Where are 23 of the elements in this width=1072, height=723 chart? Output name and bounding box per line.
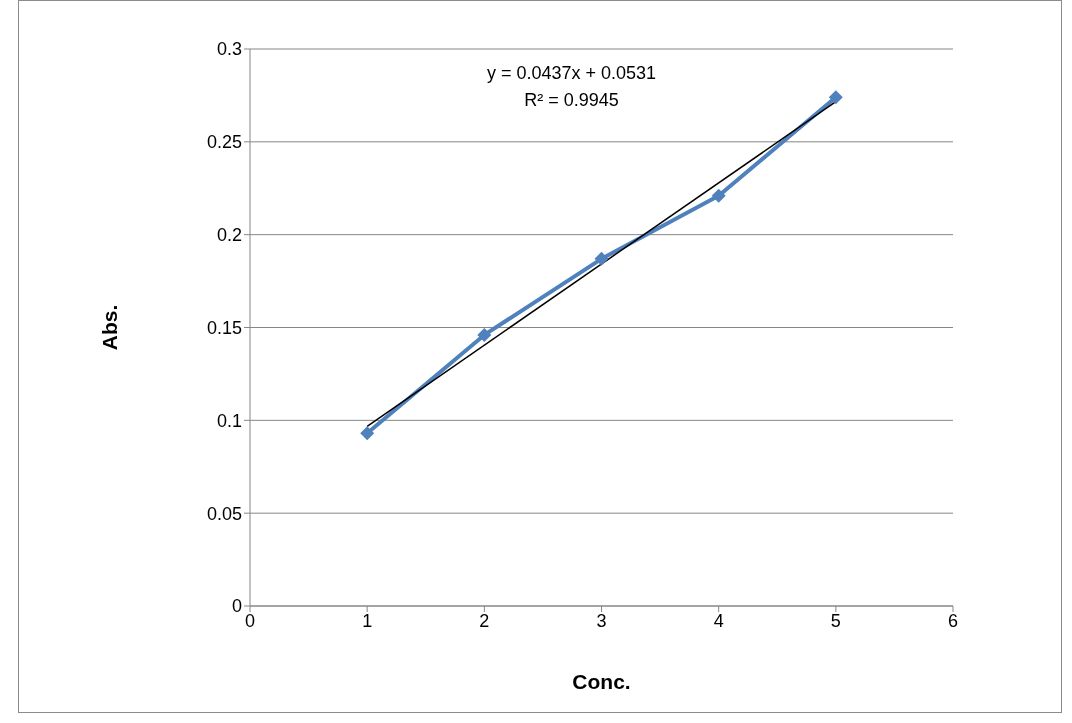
y-tick-label: 0.15: [206, 317, 242, 338]
x-tick-label: 4: [713, 610, 724, 631]
point: [477, 327, 492, 342]
point: [828, 90, 843, 105]
annotation: R² = 0.9945: [523, 89, 620, 112]
x-tick-label: 5: [830, 610, 841, 631]
x-tick-label: 3: [596, 610, 607, 631]
y-tick-label: 0.25: [206, 132, 242, 153]
point: [594, 251, 609, 266]
y-tick-label: 0.3: [216, 39, 242, 60]
x-tick-label: 0: [244, 610, 256, 631]
y-tick-label: 0.2: [216, 225, 242, 246]
y-tick-label: 0.05: [206, 503, 242, 524]
x-axis-title: Conc.: [572, 669, 631, 693]
y-tick-label: 0.1: [216, 410, 242, 431]
y-axis-title: Abs.: [98, 304, 122, 351]
point: [360, 426, 375, 441]
annotation: y = 0.0437x + 0.0531: [485, 62, 658, 85]
y-tick-label: 0: [231, 596, 242, 617]
point: [711, 188, 726, 203]
x-tick-label: 1: [362, 610, 373, 631]
x-tick-label: 6: [947, 610, 959, 631]
x-tick-label: 2: [479, 610, 490, 631]
